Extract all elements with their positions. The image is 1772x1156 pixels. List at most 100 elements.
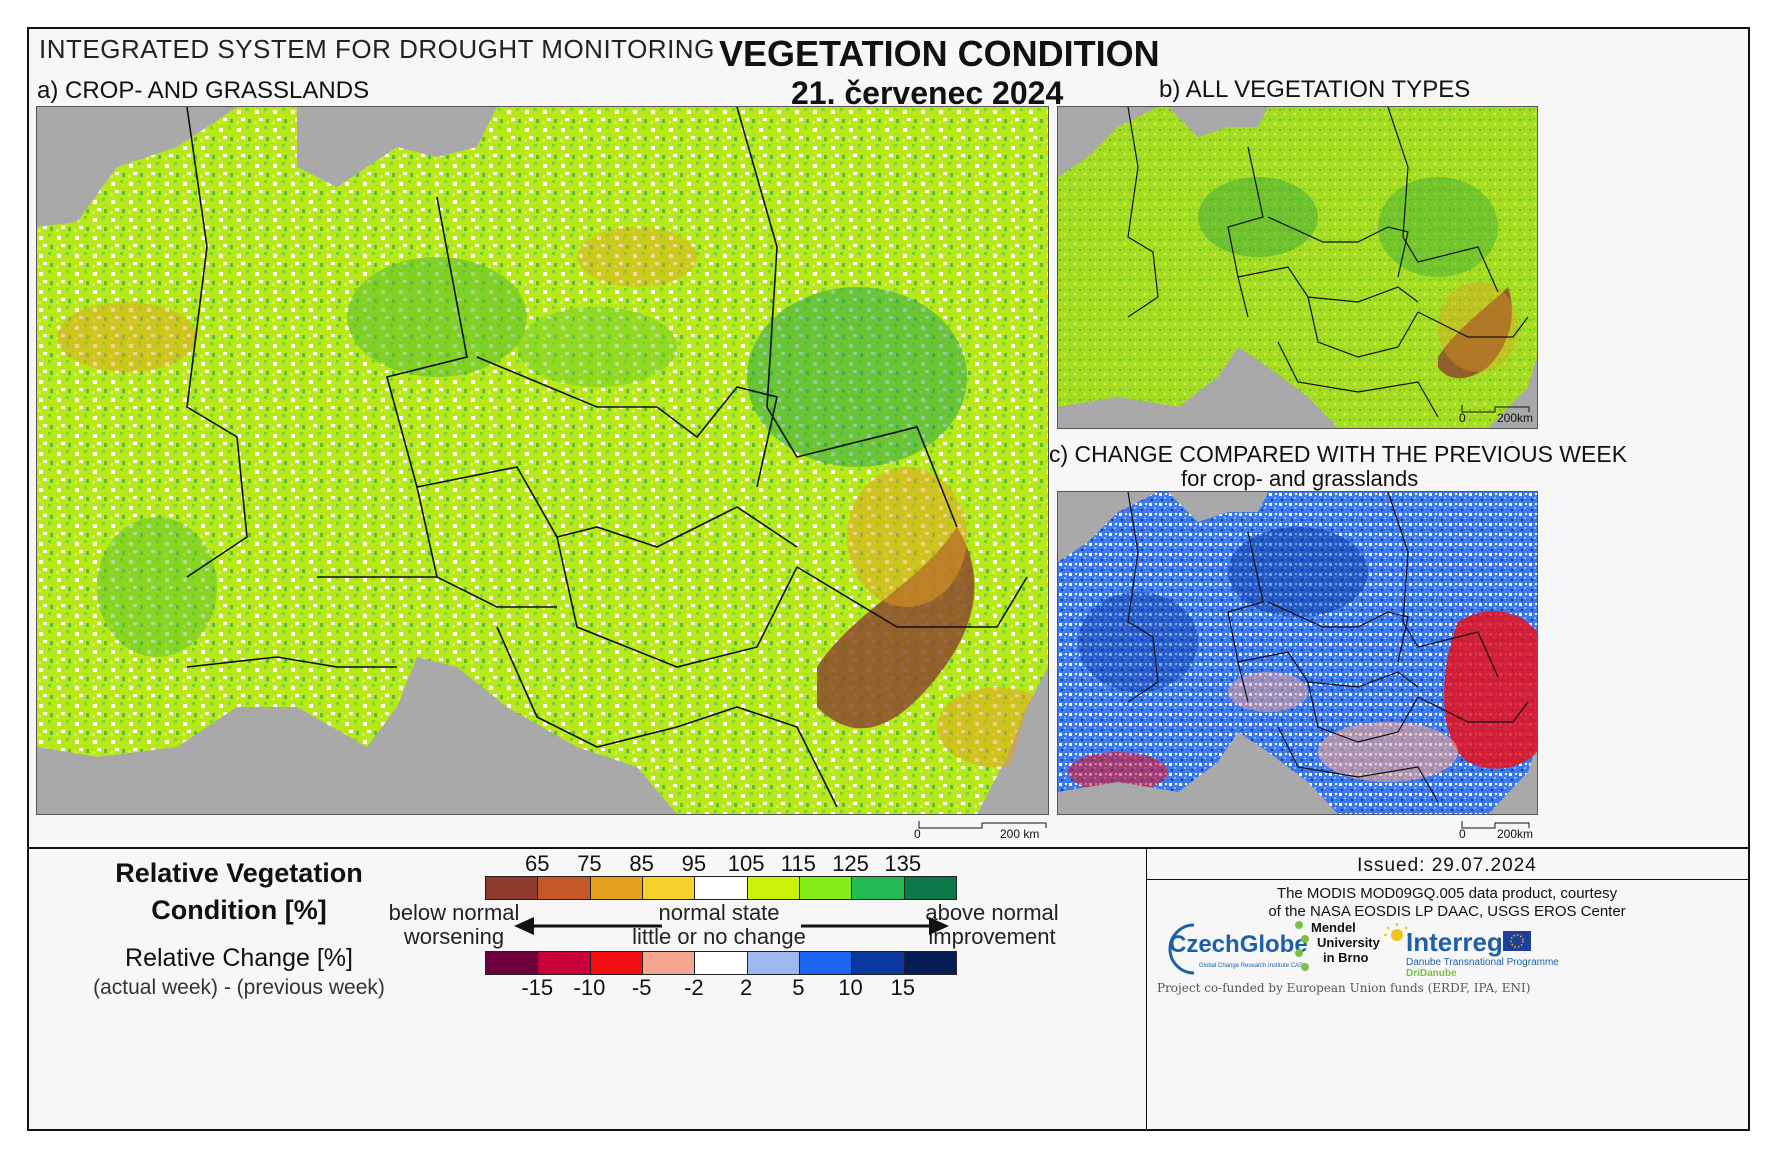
condition-swatch	[904, 877, 956, 899]
rvc-legend-title: Relative Vegetation Condition [%]	[69, 855, 409, 929]
issued-date: Issued: 29.07.2024	[1357, 855, 1537, 876]
map-weekly-change	[1057, 491, 1538, 815]
interreg-subtitle: Danube Transnational Programme DriDanube	[1406, 957, 1559, 979]
czechglobe-subtitle: Global Change Research Institute CAS	[1199, 963, 1304, 969]
below-normal-line2: worsening	[403, 924, 505, 949]
condition-tick-label: 115	[780, 851, 816, 876]
condition-swatch	[747, 877, 800, 899]
change-swatch	[590, 952, 643, 974]
interreg-logo: Interreg	[1406, 927, 1503, 957]
left-arrow-icon	[514, 917, 662, 935]
mendel-line1: Mendel	[1311, 920, 1356, 935]
condition-swatch	[695, 877, 748, 899]
change-swatch	[642, 952, 696, 974]
legend-divider	[29, 847, 1748, 849]
map-crop-grasslands	[36, 106, 1049, 815]
issued-divider	[1146, 879, 1748, 880]
change-tick-label: -2	[684, 975, 704, 1000]
mendel-line2: University	[1317, 935, 1380, 950]
panel-c-label: c) CHANGE COMPARED WITH THE PREVIOUS WEE…	[1049, 441, 1628, 467]
mendel-line3: in Brno	[1323, 950, 1369, 965]
above-normal-line2: improvement	[928, 924, 1056, 949]
condition-swatch	[799, 877, 853, 899]
scale-ticks-a	[918, 821, 1047, 829]
condition-colorbar	[485, 876, 957, 900]
scale-bar-b: 0 200km	[1459, 405, 1533, 425]
eu-flag-icon	[1503, 931, 1531, 951]
change-tick-label: -15	[521, 975, 554, 1000]
change-swatch	[904, 952, 956, 974]
rc-legend-title: Relative Change [%]	[125, 944, 353, 972]
condition-swatch	[642, 877, 696, 899]
scale-zero-c: 0	[1459, 827, 1466, 841]
above-normal-desc: above normal improvement	[917, 901, 1067, 949]
funding-note: Project co-funded by European Union fund…	[1157, 981, 1531, 995]
scale-max-b: 200km	[1497, 411, 1534, 425]
system-title: INTEGRATED SYSTEM FOR DROUGHT MONITORING	[39, 34, 715, 64]
condition-tick-label: 65	[524, 851, 550, 876]
czechglobe-logo-icon	[1168, 923, 1195, 975]
interreg-sun-icon	[1384, 923, 1410, 941]
change-swatch	[747, 952, 800, 974]
normal-state-line1: normal state	[658, 900, 780, 925]
panel-c-sublabel: for crop- and grasslands	[1181, 466, 1419, 491]
change-tick-label: 2	[739, 975, 753, 1000]
condition-tick-label: 75	[577, 851, 602, 876]
above-normal-line1: above normal	[925, 900, 1059, 925]
map-b-svg	[1058, 107, 1537, 428]
scale-ticks-b	[1461, 405, 1530, 413]
normal-state-line2: little or no change	[632, 924, 806, 949]
scale-zero-b: 0	[1459, 411, 1466, 425]
condition-swatch	[590, 877, 643, 899]
condition-tick-label: 135	[884, 851, 922, 876]
rc-legend-formula: (actual week) - (previous week)	[93, 976, 385, 999]
scale-ticks-c	[1461, 821, 1530, 829]
normal-state-desc: normal state little or no change	[619, 901, 819, 949]
right-arrow-icon	[801, 917, 949, 935]
change-tick-label: -10	[573, 975, 606, 1000]
mendel-logo: Mendel University in Brno	[1311, 920, 1380, 965]
rvc-title-line2: Condition [%]	[151, 895, 327, 925]
rvc-title-line1: Relative Vegetation	[115, 858, 363, 888]
interreg-sub2: DriDanube	[1406, 968, 1457, 979]
change-swatch	[852, 952, 905, 974]
change-tick-label: -5	[631, 975, 652, 1000]
scale-bar-bc: 0 200km	[1459, 821, 1533, 841]
condition-tick-label: 125	[832, 851, 869, 876]
footer-divider	[1146, 849, 1147, 1129]
change-swatch	[486, 952, 539, 974]
panel-a-label: a) CROP- AND GRASSLANDS	[37, 77, 370, 104]
change-swatch	[538, 952, 591, 974]
change-swatch	[695, 952, 748, 974]
main-title: VEGETATION CONDITION	[719, 33, 1160, 74]
issue-date-title: 21. červenec 2024	[791, 75, 1064, 111]
change-colorbar	[485, 951, 957, 975]
panel-b-label: b) ALL VEGETATION TYPES	[1159, 76, 1471, 103]
credit-line1: The MODIS MOD09GQ.005 data product, cour…	[1276, 885, 1618, 902]
change-tick-label: 10	[838, 975, 863, 1000]
condition-swatch	[538, 877, 591, 899]
scale-bar-a: 0 200 km	[914, 821, 1047, 841]
change-tick-label: 5	[792, 975, 805, 1000]
mendel-logo-icon	[1295, 921, 1309, 971]
map-c-svg	[1058, 492, 1537, 814]
scale-zero-a: 0	[914, 827, 921, 841]
condition-tick-label: 95	[681, 851, 707, 876]
change-tick-label: 15	[890, 975, 916, 1000]
map-all-vegetation	[1057, 106, 1538, 429]
figure-frame: INTEGRATED SYSTEM FOR DROUGHT MONITORING…	[27, 27, 1750, 1131]
czechglobe-logo: CzechGlobe	[1169, 931, 1308, 958]
below-normal-line1: below normal	[388, 900, 520, 925]
condition-swatch	[486, 877, 539, 899]
map-a-svg	[37, 107, 1048, 814]
credit-line2: of the NASA EOSDIS LP DAAC, USGS EROS Ce…	[1268, 903, 1626, 920]
condition-swatch	[852, 877, 905, 899]
below-normal-desc: below normal worsening	[374, 901, 534, 949]
condition-tick-label: 85	[629, 851, 654, 876]
interreg-sub1: Danube Transnational Programme	[1406, 957, 1559, 968]
scale-max-c: 200km	[1497, 827, 1534, 841]
condition-tick-label: 105	[727, 851, 765, 876]
data-credit: The MODIS MOD09GQ.005 data product, cour…	[1147, 885, 1747, 921]
scale-max-a: 200 km	[1000, 827, 1040, 841]
change-swatch	[799, 952, 853, 974]
